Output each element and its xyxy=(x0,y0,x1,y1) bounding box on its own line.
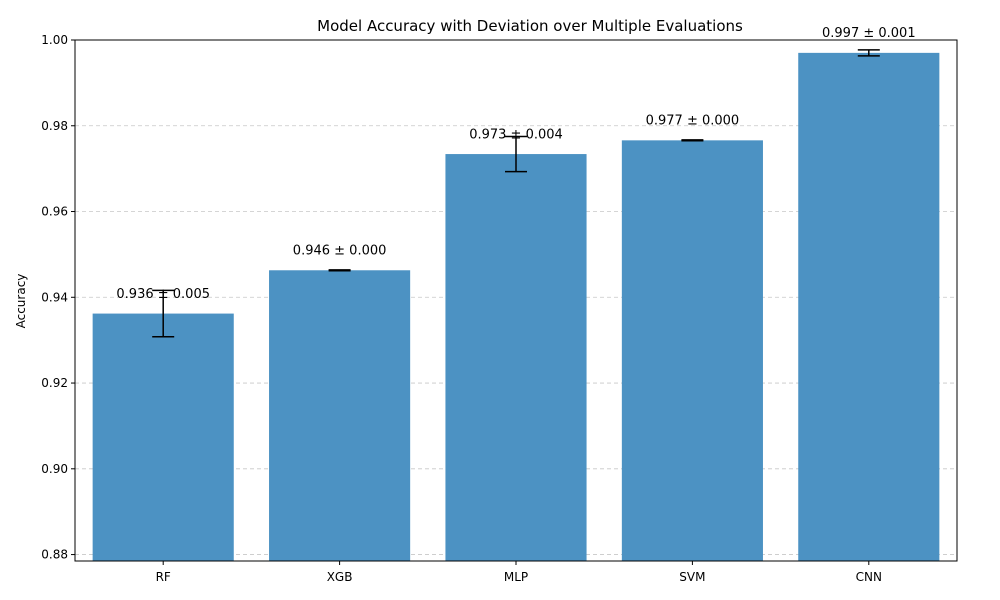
data-label-rf: 0.936 ± 0.005 xyxy=(116,287,210,302)
y-axis-ticks: 0.88 0.90 0.92 0.94 0.96 0.98 1.00 xyxy=(41,33,75,562)
x-tick-label-rf: RF xyxy=(156,570,171,584)
error-bars xyxy=(152,49,880,338)
data-labels: 0.936 ± 0.005 0.946 ± 0.000 0.973 ± 0.004 0… xyxy=(116,26,915,302)
chart-title: Model Accuracy with Deviation over Multi… xyxy=(317,17,743,35)
x-tick-label-xgb: XGB xyxy=(327,570,353,584)
data-label-mlp: 0.973 ± 0.004 xyxy=(469,127,563,142)
x-tick-label-cnn: CNN xyxy=(856,570,882,584)
y-tick-label: 0.94 xyxy=(41,290,68,304)
bar-svm xyxy=(621,140,763,561)
data-label-cnn: 0.997 ± 0.001 xyxy=(822,26,916,41)
data-label-xgb: 0.946 ± 0.000 xyxy=(293,244,387,259)
bars xyxy=(92,52,940,561)
bar-mlp xyxy=(445,154,587,561)
x-tick-label-svm: SVM xyxy=(679,570,705,584)
y-axis-label: Accuracy xyxy=(14,274,28,329)
y-tick-label: 0.96 xyxy=(41,205,68,219)
x-tick-label-mlp: MLP xyxy=(504,570,528,584)
bar-cnn xyxy=(798,52,940,561)
data-label-svm: 0.977 ± 0.000 xyxy=(646,114,740,129)
bar-rf xyxy=(92,313,234,561)
y-tick-label: 0.92 xyxy=(41,376,68,390)
bar-xgb xyxy=(269,270,411,561)
y-tick-label: 1.00 xyxy=(41,33,68,47)
y-tick-label: 0.88 xyxy=(41,548,68,562)
y-tick-label: 0.98 xyxy=(41,119,68,133)
y-tick-label: 0.90 xyxy=(41,462,68,476)
x-axis-ticks: RF XGB MLP SVM CNN xyxy=(156,561,882,584)
